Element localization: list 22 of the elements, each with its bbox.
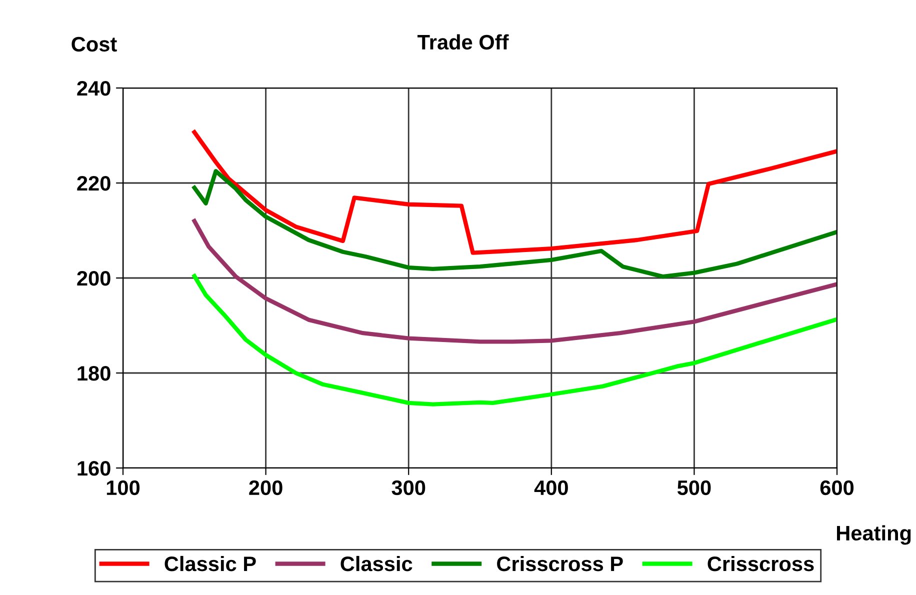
chart-title: Trade Off [418,34,509,50]
x-tick-label: 200 [249,480,282,496]
x-tick-label: 100 [106,480,140,496]
legend-label: Crisscross P [497,556,623,572]
y-tick-label: 200 [77,271,110,286]
line-series [192,218,837,344]
y-tick-label: 240 [77,81,110,96]
y-tick-label: 160 [78,461,110,476]
y-axis-title: Cost [72,36,117,52]
legend-label: Classic [340,556,412,572]
legend-label: Classic P [164,556,256,572]
y-tick-label: 220 [77,176,110,191]
y-tick-label: 180 [78,366,110,381]
line-series [192,169,837,279]
x-axis-title: Heating [837,525,911,545]
legend-label: Crisscross [708,556,814,572]
x-tick-label: 500 [677,480,711,496]
line-series [192,130,837,255]
x-tick-label: 300 [392,480,426,496]
x-tick-label: 400 [534,480,568,496]
x-tick-label: 600 [820,480,854,496]
line-series [192,274,837,406]
